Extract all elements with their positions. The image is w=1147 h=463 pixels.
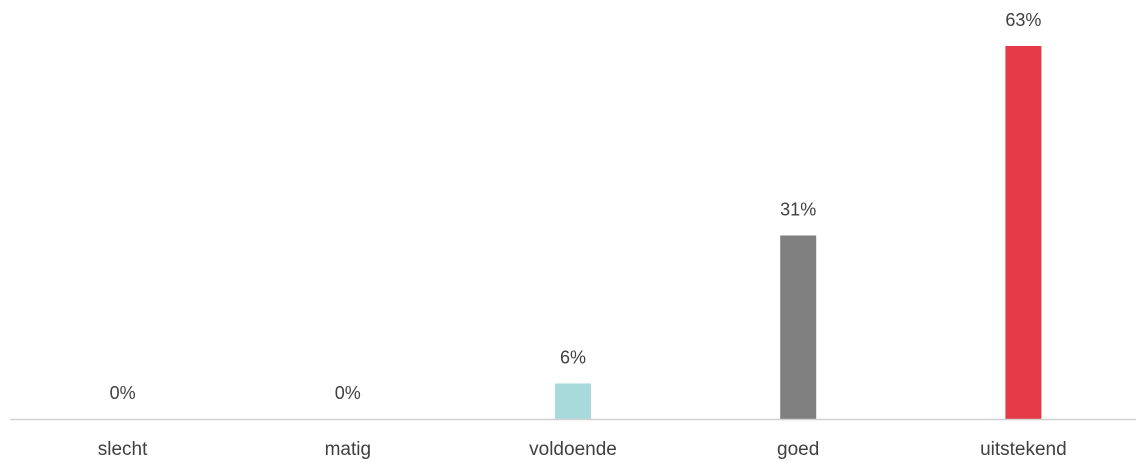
data-label-matig: 0% xyxy=(335,383,361,403)
bar-goed xyxy=(780,235,817,419)
bar-voldoende xyxy=(555,383,591,419)
category-label-slecht: slecht xyxy=(98,439,148,460)
data-label-goed: 31% xyxy=(780,199,816,219)
category-label-voldoende: voldoende xyxy=(529,439,617,460)
data-label-slecht: 0% xyxy=(110,383,136,403)
bars-group xyxy=(555,46,1042,419)
category-label-uitstekend: uitstekend xyxy=(980,439,1067,460)
data-labels-group: 0% 0% 6% 31% 63% xyxy=(110,10,1042,403)
data-label-uitstekend: 63% xyxy=(1005,10,1041,30)
category-labels-group: slecht matig voldoende goed uitstekend xyxy=(98,439,1067,460)
data-label-voldoende: 6% xyxy=(560,347,586,367)
category-label-goed: goed xyxy=(777,439,819,460)
category-label-matig: matig xyxy=(325,439,371,460)
bar-uitstekend xyxy=(1005,46,1042,419)
